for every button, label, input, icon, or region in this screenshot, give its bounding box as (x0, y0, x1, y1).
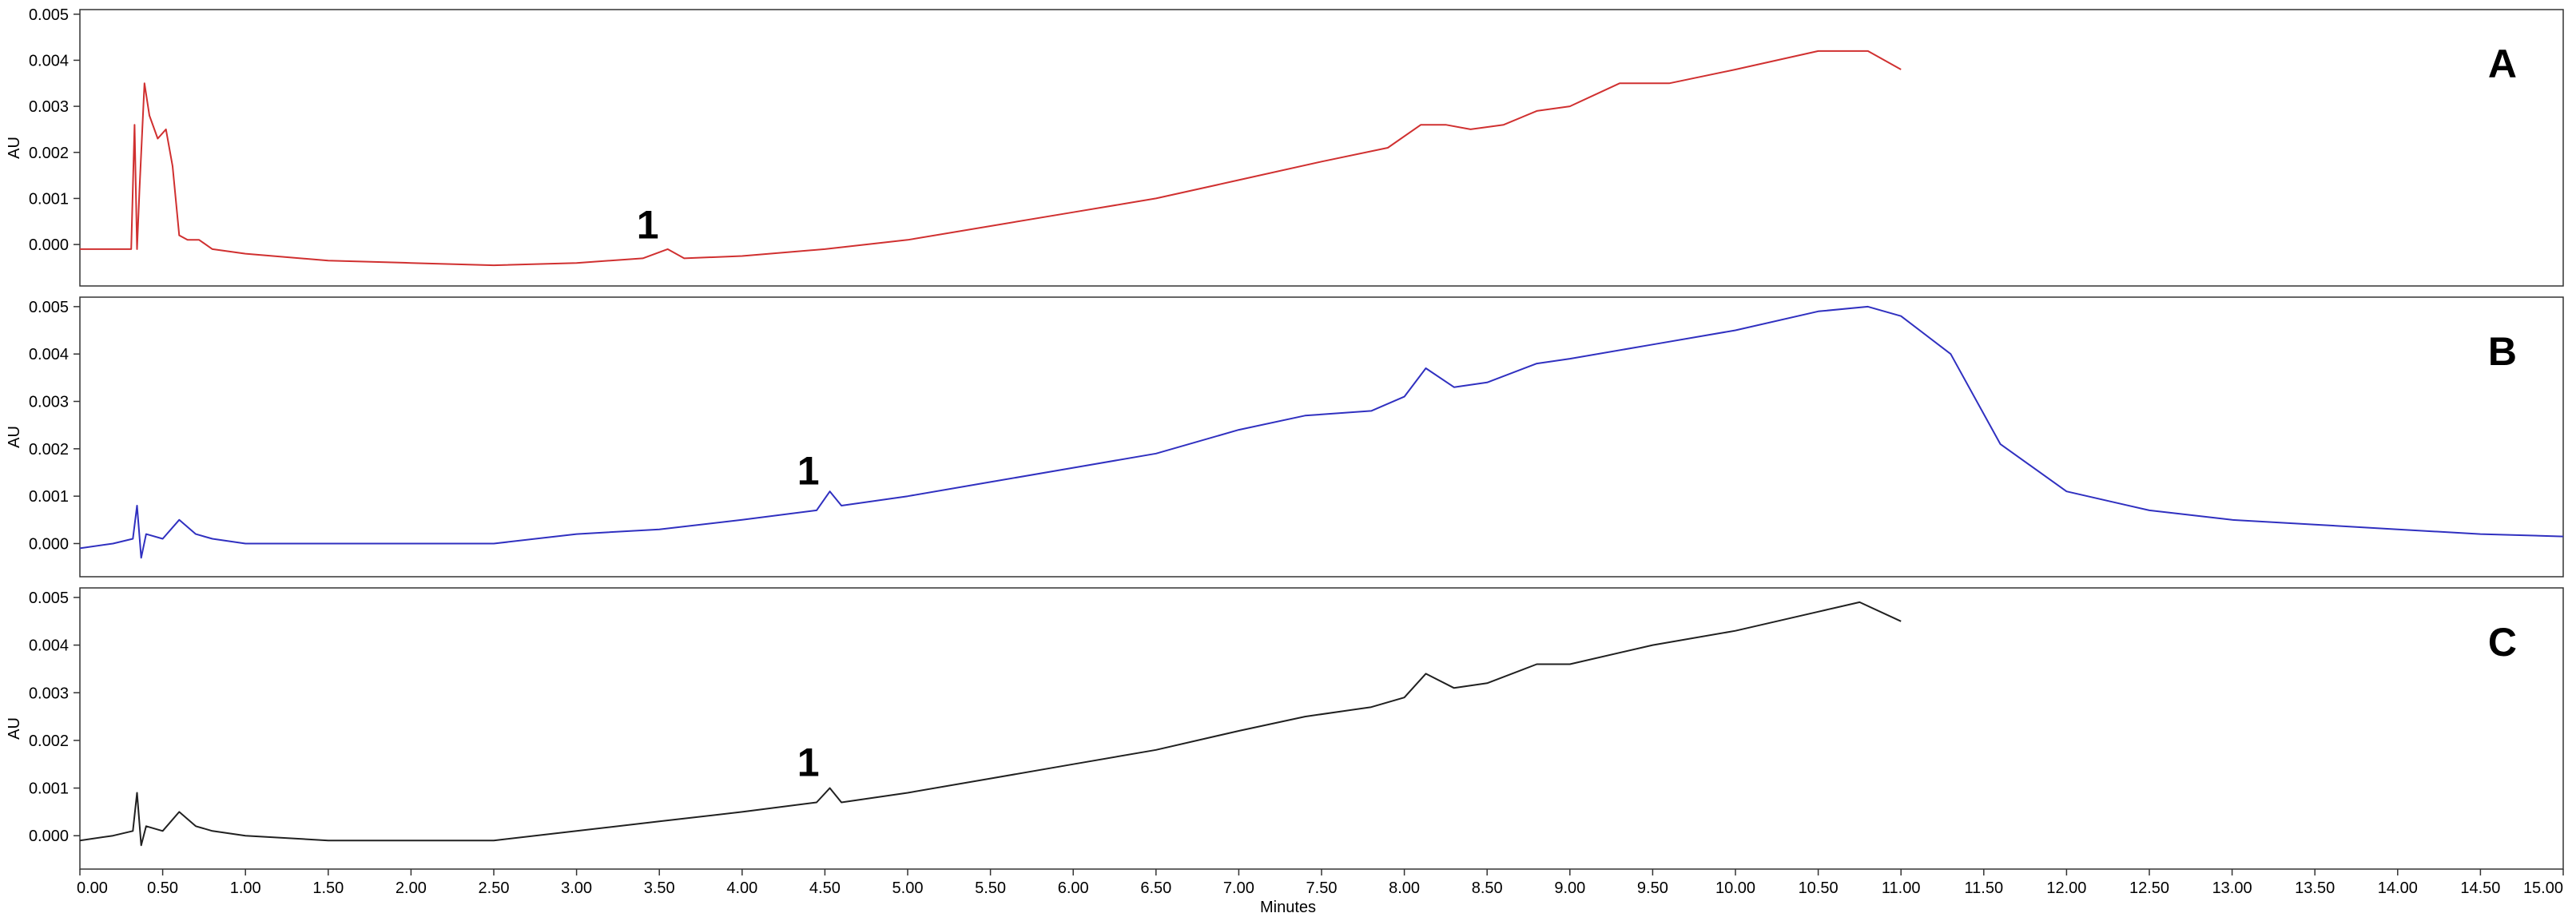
x-tick-label: 0.50 (147, 879, 178, 897)
x-tick-label: 10.00 (1715, 879, 1755, 897)
trace-c (79, 601, 1902, 847)
y-tick-label: 0.003 (29, 685, 69, 702)
trace-b (79, 305, 2564, 559)
y-tick-label: 0.005 (29, 299, 69, 316)
x-axis-label: Minutes (1260, 899, 1316, 916)
trace-a (80, 50, 1902, 267)
x-tick-label: 0.00 (77, 879, 108, 897)
y-tick-label: 0.000 (29, 535, 69, 553)
x-tick-label: 1.50 (312, 879, 344, 897)
y-axis-label: AU (6, 137, 23, 159)
x-tick-label: 7.50 (1306, 879, 1338, 897)
y-tick-label: 0.000 (29, 236, 69, 254)
x-tick-label: 3.50 (644, 879, 675, 897)
y-tick-label: 0.004 (29, 346, 69, 363)
x-tick-label: 2.00 (396, 879, 427, 897)
y-tick-label: 0.000 (29, 828, 69, 845)
y-tick-label: 0.005 (29, 6, 69, 24)
y-tick-label: 0.001 (29, 190, 69, 208)
panel-c: 0.000 0.001 0.002 0.003 0.004 0.005 AU C 1 (6, 587, 2564, 870)
x-tick-label: 11.00 (1882, 879, 1921, 897)
x-tick-label: 12.00 (2046, 879, 2086, 897)
x-tick-label: 13.00 (2212, 879, 2252, 897)
x-tick-label: 11.50 (1965, 879, 2004, 897)
x-tick-label: 2.50 (479, 879, 510, 897)
x-tick-label: 8.50 (1472, 879, 1503, 897)
panel-a: 0.000 0.001 0.002 0.003 0.004 0.005 AU A 1 (6, 6, 2564, 287)
x-tick-label: 6.50 (1140, 879, 1171, 897)
peak-label: 1 (797, 448, 820, 493)
y-tick-label: 0.002 (29, 441, 69, 459)
panel-label: C (2488, 620, 2517, 665)
panel-label: B (2488, 329, 2517, 374)
y-tick-label: 0.003 (29, 98, 69, 116)
peak-label: 1 (797, 740, 820, 785)
y-tick-label: 0.003 (29, 394, 69, 411)
x-tick-label: 9.50 (1637, 879, 1668, 897)
x-tick-label: 14.50 (2460, 879, 2500, 897)
x-tick-label: 3.00 (561, 879, 592, 897)
panel-b: 0.000 0.001 0.002 0.003 0.004 0.005 AU B 1 (6, 296, 2564, 578)
y-tick-label: 0.004 (29, 637, 69, 655)
x-tick-label: 5.50 (975, 879, 1006, 897)
y-tick-label: 0.001 (29, 488, 69, 506)
y-tick-label: 0.004 (29, 52, 69, 69)
x-tick-label: 5.00 (892, 879, 924, 897)
panel-frame (79, 296, 2564, 578)
x-tick-label: 9.00 (1554, 879, 1585, 897)
peak-label: 1 (637, 203, 659, 248)
x-tick-label: 4.50 (809, 879, 841, 897)
x-tick-label: 6.00 (1058, 879, 1089, 897)
y-tick-label: 0.002 (29, 732, 69, 750)
y-tick-label: 0.001 (29, 780, 69, 798)
y-tick-label: 0.002 (29, 145, 69, 162)
x-tick-label: 10.50 (1799, 879, 1839, 897)
x-tick-label: 15.00 (2523, 879, 2563, 897)
panel-frame (79, 587, 2564, 870)
panel-label: A (2488, 42, 2517, 86)
x-tick-label: 1.00 (230, 879, 261, 897)
x-tick-label: 13.50 (2295, 879, 2335, 897)
x-tick-label: 14.00 (2378, 879, 2418, 897)
y-axis-label: AU (6, 717, 23, 740)
y-axis-label: AU (6, 426, 23, 448)
x-tick-label: 12.50 (2129, 879, 2169, 897)
x-tick-label: 7.00 (1223, 879, 1254, 897)
x-tick-label: 4.00 (726, 879, 757, 897)
y-tick-label: 0.005 (29, 590, 69, 607)
panel-frame (79, 9, 2564, 287)
x-tick-label: 8.00 (1389, 879, 1420, 897)
